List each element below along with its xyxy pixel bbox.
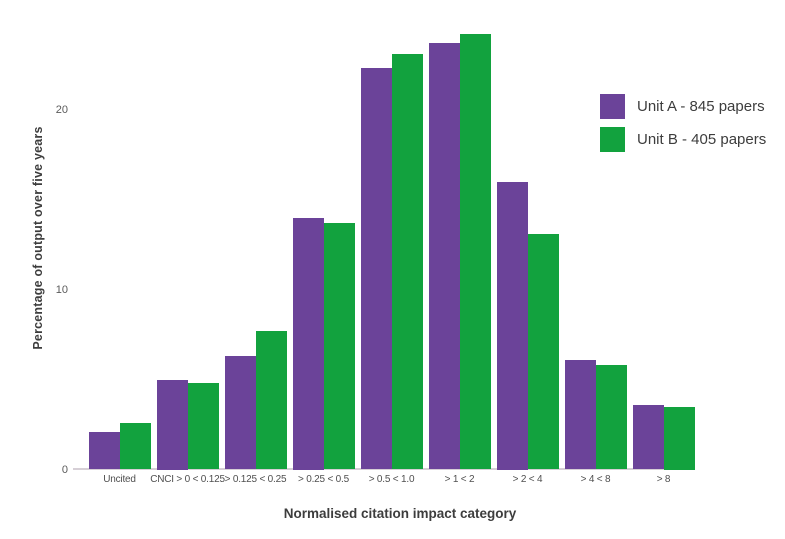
unit-b-color-swatch — [600, 127, 625, 152]
unit-a-color-swatch — [600, 94, 625, 119]
x-tick-label: > 1 < 2 — [444, 474, 475, 485]
bar-unit-b-3 — [323, 222, 355, 470]
bar-unit-b-8 — [663, 406, 695, 470]
x-tick-label: > 0.5 < 1.0 — [368, 474, 415, 485]
bar-unit-a-6 — [496, 181, 528, 470]
x-tick-label: > 0.25 < 0.5 — [298, 474, 349, 485]
x-tick-label: > 0.125 < 0.25 — [224, 474, 287, 485]
legend-label-unit-a: Unit A - 845 papers — [637, 98, 765, 115]
bar-unit-b-5 — [459, 33, 491, 470]
bar-unit-a-2 — [224, 356, 256, 470]
x-tick-label: CNCI > 0 < 0.125 — [150, 474, 225, 485]
x-tick-label: > 4 < 8 — [580, 474, 611, 485]
x-tick-label: Uncited — [103, 474, 136, 485]
bar-unit-a-8 — [632, 404, 664, 470]
bar-unit-a-1 — [156, 379, 188, 470]
bar-unit-a-0 — [88, 431, 120, 470]
bar-unit-a-4 — [360, 68, 392, 470]
bar-unit-b-1 — [187, 383, 219, 470]
bar-unit-a-3 — [292, 217, 324, 470]
legend-label-unit-b: Unit B - 405 papers — [637, 131, 767, 148]
legend: Unit A - 845 papers Unit B - 405 papers — [600, 94, 766, 160]
y-tick-label: 0 — [61, 463, 68, 476]
bar-unit-b-6 — [527, 233, 559, 470]
y-tick-label: 20 — [55, 103, 68, 116]
x-tick-label: > 8 — [656, 474, 671, 485]
y-axis-title: Percentage of output over five years — [31, 126, 45, 350]
bar-unit-b-7 — [595, 365, 627, 470]
legend-item-unit-b: Unit B - 405 papers — [600, 127, 766, 152]
bar-unit-a-5 — [428, 42, 460, 470]
y-tick-label: 10 — [55, 283, 68, 296]
bar-unit-b-4 — [391, 53, 423, 470]
bar-unit-b-2 — [255, 330, 287, 470]
x-axis-title: Normalised citation impact category — [283, 506, 517, 521]
bar-unit-a-7 — [564, 359, 596, 470]
bar-unit-b-0 — [119, 422, 151, 470]
legend-item-unit-a: Unit A - 845 papers — [600, 94, 766, 119]
x-tick-label: > 2 < 4 — [512, 474, 543, 485]
